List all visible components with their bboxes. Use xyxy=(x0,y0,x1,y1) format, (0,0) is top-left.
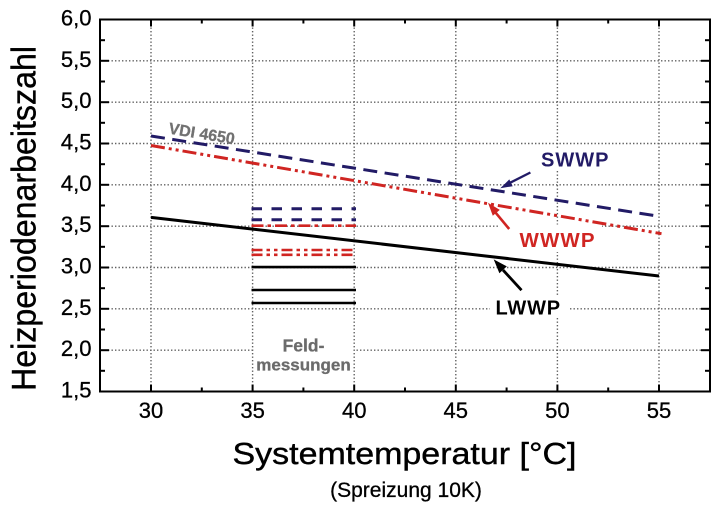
svg-text:5,0: 5,0 xyxy=(61,88,92,113)
svg-text:WWWP: WWWP xyxy=(520,229,596,252)
svg-text:3,0: 3,0 xyxy=(61,254,92,279)
svg-text:4,5: 4,5 xyxy=(61,130,92,155)
svg-text:Heizperiodenarbeitszahl: Heizperiodenarbeitszahl xyxy=(6,46,44,391)
svg-text:30: 30 xyxy=(139,398,163,423)
svg-text:40: 40 xyxy=(342,398,366,423)
svg-text:55: 55 xyxy=(647,398,671,423)
svg-text:4,0: 4,0 xyxy=(61,171,92,196)
svg-text:50: 50 xyxy=(545,398,569,423)
svg-text:2,0: 2,0 xyxy=(61,336,92,361)
svg-text:5,5: 5,5 xyxy=(61,47,92,72)
svg-text:LWWP: LWWP xyxy=(496,297,561,319)
svg-text:messungen: messungen xyxy=(256,356,350,375)
svg-text:45: 45 xyxy=(444,398,468,423)
svg-text:35: 35 xyxy=(240,398,264,423)
svg-text:(Spreizung 10K): (Spreizung 10K) xyxy=(330,479,482,502)
svg-text:Systemtemperatur [°C]: Systemtemperatur [°C] xyxy=(233,437,577,471)
svg-text:3,5: 3,5 xyxy=(61,212,92,237)
svg-text:6,0: 6,0 xyxy=(61,6,92,31)
svg-text:1,5: 1,5 xyxy=(61,378,92,403)
svg-text:Feld-: Feld- xyxy=(283,336,325,356)
svg-text:2,5: 2,5 xyxy=(61,295,92,320)
svg-text:SWWP: SWWP xyxy=(541,150,609,172)
